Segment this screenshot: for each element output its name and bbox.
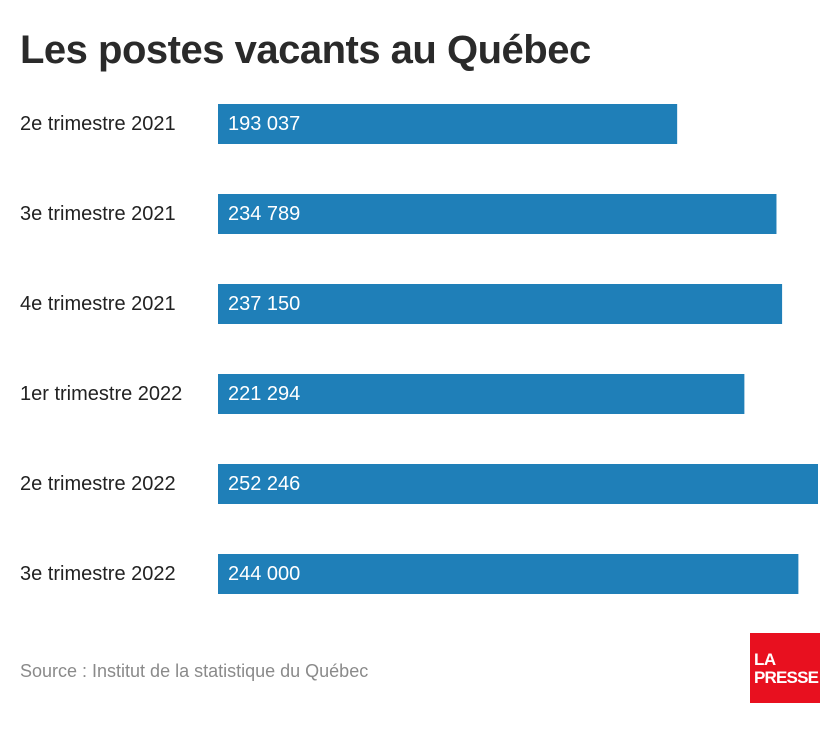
la-presse-logo: LA PRESSE	[750, 633, 820, 703]
bar	[218, 194, 777, 234]
bar	[218, 104, 678, 144]
category-label: 1er trimestre 2022	[20, 383, 182, 405]
category-label: 4e trimestre 2021	[20, 293, 176, 315]
bar-value-label: 221 294	[228, 383, 300, 405]
logo-line-1: LA	[754, 649, 776, 669]
bar-value-label: 234 789	[228, 203, 300, 225]
bar-value-label: 252 246	[228, 473, 300, 495]
logo-line-2: PRESSE	[754, 667, 819, 687]
category-label: 3e trimestre 2021	[20, 203, 176, 225]
chart-title: Les postes vacants au Québec	[20, 28, 591, 72]
source-note: Source : Institut de la statistique du Q…	[20, 661, 369, 681]
bar-value-label: 244 000	[228, 563, 300, 585]
category-label: 2e trimestre 2021	[20, 113, 176, 135]
bar-value-label: 193 037	[228, 113, 300, 135]
category-label: 3e trimestre 2022	[20, 563, 176, 585]
bar	[218, 464, 818, 504]
bar	[218, 554, 799, 594]
bar	[218, 284, 783, 324]
bar-chart: 2e trimestre 2021 193 037 3e trimestre 202…	[20, 104, 818, 594]
bar	[218, 374, 745, 414]
category-label: 2e trimestre 2022	[20, 473, 176, 495]
bar-value-label: 237 150	[228, 293, 300, 315]
